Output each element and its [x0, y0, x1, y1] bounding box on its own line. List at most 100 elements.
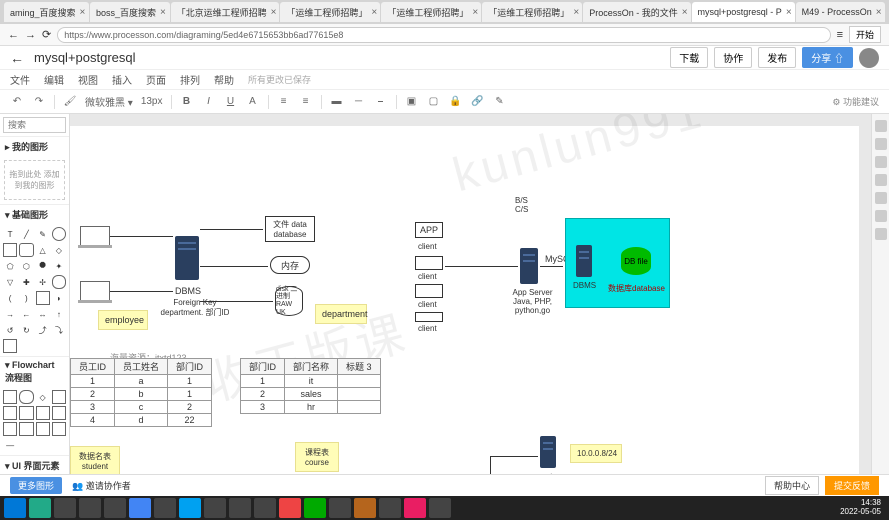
appserver-shape[interactable]: [520, 248, 538, 284]
client-box[interactable]: [415, 256, 443, 270]
shape-lbr[interactable]: (: [3, 291, 17, 305]
back-icon[interactable]: ←: [8, 29, 19, 41]
shape-pill[interactable]: [52, 275, 66, 289]
grid-icon[interactable]: [875, 210, 887, 222]
shape-star[interactable]: ✦: [52, 259, 66, 273]
close-icon[interactable]: ×: [786, 7, 792, 18]
nav-icon[interactable]: [875, 120, 887, 132]
shape-speech[interactable]: ◗: [52, 291, 66, 305]
app-box[interactable]: APP: [415, 222, 443, 238]
master-server[interactable]: [540, 436, 556, 468]
shape-diamond[interactable]: ◇: [52, 243, 66, 257]
feedback-button[interactable]: 提交反馈: [825, 476, 879, 495]
italic-icon[interactable]: I: [202, 95, 216, 109]
employee-table[interactable]: 员工ID员工姓名部门ID 1a1 2b1 3c2 4d22: [70, 358, 212, 427]
fc-doc[interactable]: [3, 406, 17, 420]
fc-manual[interactable]: [36, 422, 50, 436]
fc-tape[interactable]: [19, 422, 33, 436]
menu-edit[interactable]: 编辑: [44, 72, 64, 87]
shape-rbr[interactable]: ): [19, 291, 33, 305]
shape-text[interactable]: T: [3, 227, 17, 241]
task-item[interactable]: [304, 498, 326, 518]
task-item[interactable]: [54, 498, 76, 518]
shape-corner[interactable]: ⤴: [36, 323, 50, 337]
conn-icon[interactable]: ⎯: [374, 95, 388, 109]
feature-suggest[interactable]: ⚙ 功能建议: [832, 95, 879, 108]
start-button[interactable]: 开始: [849, 26, 881, 43]
task-item[interactable]: [404, 498, 426, 518]
shape-rect2[interactable]: [3, 339, 17, 353]
canvas[interactable]: kunlun991 回收正版课 海量资源：itxtd123 DBMS Forei…: [70, 114, 871, 474]
task-item[interactable]: [29, 498, 51, 518]
sidebar-flowchart[interactable]: ▾ Flowchart 流程图: [0, 356, 69, 387]
layers-icon[interactable]: [875, 138, 887, 150]
task-item[interactable]: [329, 498, 351, 518]
task-item[interactable]: [254, 498, 276, 518]
fc-decision[interactable]: ◇: [36, 390, 50, 404]
shape-corner2[interactable]: ⤵: [52, 323, 66, 337]
fc-terminal[interactable]: [19, 390, 33, 404]
shape-circle[interactable]: [52, 227, 66, 241]
fc-prep[interactable]: [52, 422, 66, 436]
close-icon[interactable]: ×: [682, 7, 688, 18]
task-chrome[interactable]: [129, 498, 151, 518]
align-icon[interactable]: ≡: [277, 95, 291, 109]
valign-icon[interactable]: ≡: [299, 95, 313, 109]
menu-arrange[interactable]: 排列: [180, 72, 200, 87]
shape-arr-r[interactable]: →: [3, 307, 17, 321]
menu-help[interactable]: 帮助: [214, 72, 234, 87]
publish-button[interactable]: 发布: [758, 47, 796, 68]
download-button[interactable]: 下载: [670, 47, 708, 68]
menu-icon[interactable]: ≡: [837, 29, 843, 41]
browser-tab[interactable]: ProcessOn - 我的文件×: [583, 2, 690, 22]
shape-plus[interactable]: ✢: [36, 275, 50, 289]
help-button[interactable]: 帮助中心: [765, 476, 819, 495]
shape-pent[interactable]: ⬠: [3, 259, 17, 273]
more-shapes-button[interactable]: 更多图形: [10, 477, 62, 494]
close-icon[interactable]: ×: [371, 7, 377, 18]
laptop-shape[interactable]: [80, 226, 110, 246]
shape-hex[interactable]: ⬡: [19, 259, 33, 273]
sidebar-ui[interactable]: ▾ UI 界面元素: [0, 455, 69, 474]
font-family[interactable]: 微软雅黑 ▾: [85, 94, 133, 109]
start-button[interactable]: [4, 498, 26, 518]
undo-icon[interactable]: ↶: [10, 95, 24, 109]
underline-icon[interactable]: U: [224, 95, 238, 109]
ruler-icon[interactable]: [875, 228, 887, 240]
share-button[interactable]: 分享 ⇧: [802, 47, 853, 68]
shape-arr-lr[interactable]: ↔: [36, 307, 50, 321]
paint-icon[interactable]: 🖌: [63, 95, 77, 109]
shape-tri[interactable]: △: [36, 243, 50, 257]
theme-icon[interactable]: [875, 192, 887, 204]
shape-v[interactable]: ▽: [3, 275, 17, 289]
db-container[interactable]: DBMS DB file 数据库database: [565, 218, 670, 308]
server-shape[interactable]: [175, 236, 199, 280]
ip-note[interactable]: 10.0.0.8/24: [570, 444, 622, 463]
menu-view[interactable]: 视图: [78, 72, 98, 87]
course-note[interactable]: 课程表 course: [295, 442, 339, 472]
shape-arr-u[interactable]: ↑: [52, 307, 66, 321]
task-item[interactable]: [354, 498, 376, 518]
sidebar-my-shapes[interactable]: ▸ 我的图形: [0, 136, 69, 156]
task-item[interactable]: [229, 498, 251, 518]
drop-zone[interactable]: 拖到此处 添加到我的图形: [4, 160, 65, 200]
shape-oct[interactable]: ⯃: [36, 259, 50, 273]
bold-icon[interactable]: B: [180, 95, 194, 109]
fc-process[interactable]: [3, 390, 17, 404]
memory-box[interactable]: 内存: [270, 256, 310, 274]
department-table[interactable]: 部门ID部门名称标题 3 1it 2sales 3hr: [240, 358, 381, 414]
close-icon[interactable]: ×: [573, 7, 579, 18]
link-icon[interactable]: 🔗: [471, 95, 485, 109]
fc-data[interactable]: [52, 390, 66, 404]
disk-shape[interactable]: disk 二进制 RAW UK: [275, 286, 303, 316]
client-box[interactable]: [415, 312, 443, 322]
invite-collab[interactable]: 👥 邀请协作者: [72, 479, 131, 492]
browser-tab[interactable]: 「运维工程师招聘」×: [280, 2, 380, 22]
close-icon[interactable]: ×: [472, 7, 478, 18]
close-icon[interactable]: ×: [80, 7, 86, 18]
close-icon[interactable]: ×: [271, 7, 277, 18]
task-edge[interactable]: [179, 498, 201, 518]
file-db-box[interactable]: 文件 data database: [265, 216, 315, 242]
user-avatar[interactable]: [859, 48, 879, 68]
browser-tab-active[interactable]: mysql+postgresql - P×: [692, 2, 795, 22]
